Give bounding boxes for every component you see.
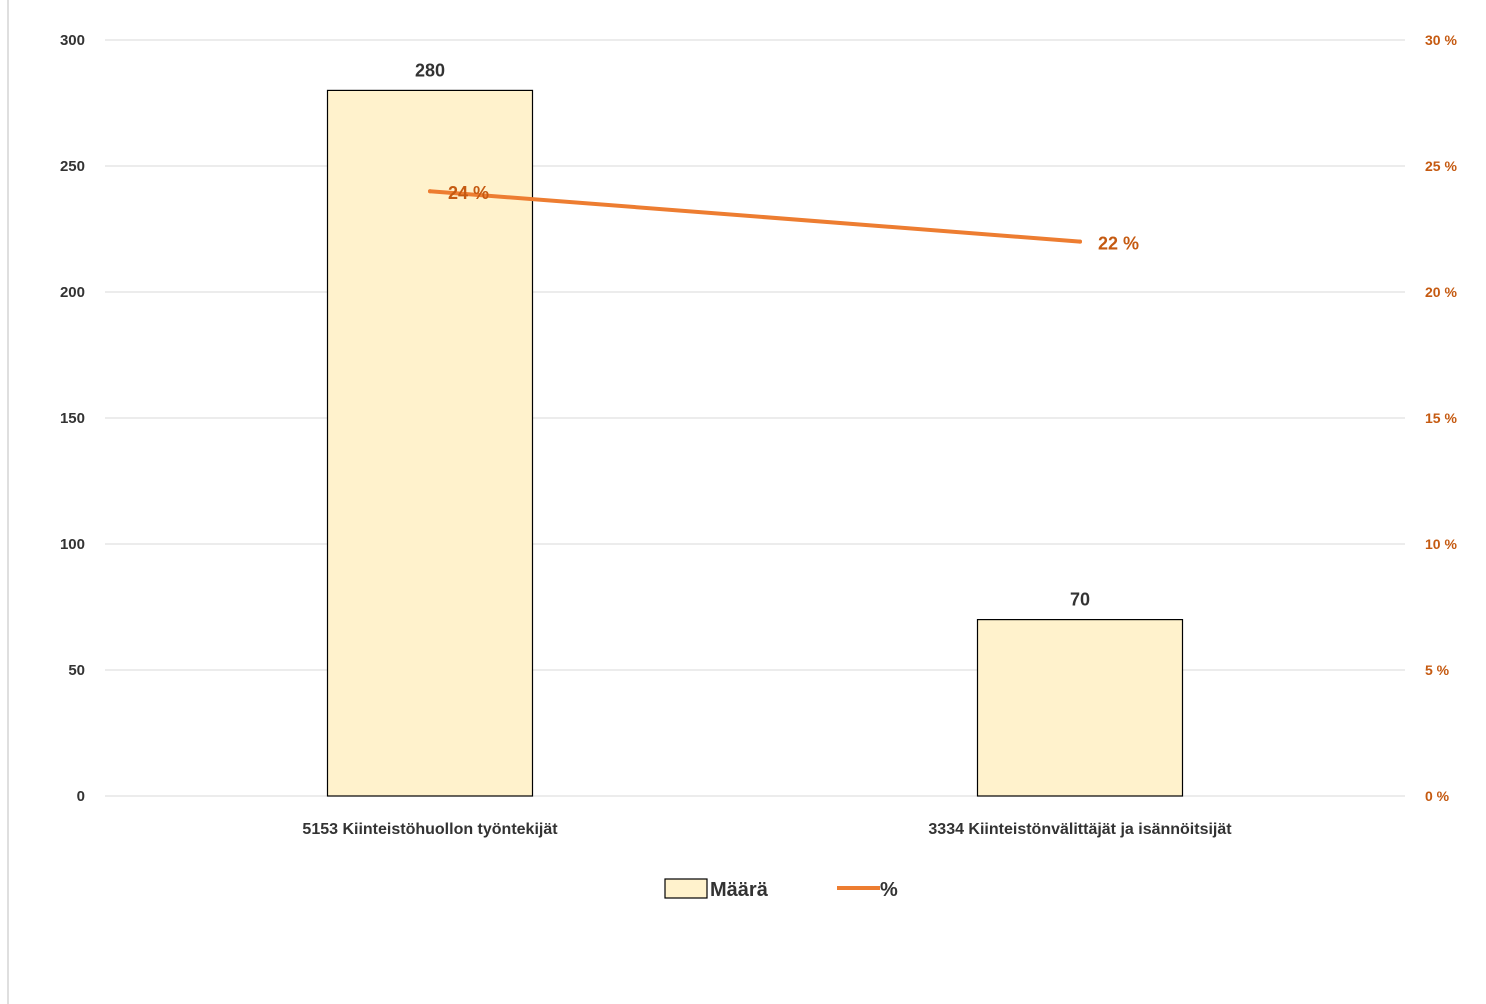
left-tick-label: 50	[68, 662, 85, 679]
line-point	[1078, 239, 1082, 244]
left-tick-label: 100	[60, 536, 85, 553]
right-tick-label: 30 %	[1425, 32, 1457, 48]
left-tick-label: 0	[77, 788, 85, 805]
legend-label-bar: Määrä	[710, 879, 769, 901]
gridlines	[105, 39, 1405, 797]
bar-data-labels: 280 70	[415, 60, 1090, 609]
right-tick-label: 5 %	[1425, 662, 1450, 678]
category-label: 5153 Kiinteistöhuollon työntekijät	[302, 821, 558, 838]
line-point	[428, 189, 432, 194]
line-data-label: 22 %	[1098, 234, 1139, 254]
bar-data-label: 280	[415, 60, 445, 80]
category-label: 3334 Kiinteistönvälittäjät ja isännöitsi…	[928, 821, 1232, 838]
legend-swatch-bar	[664, 878, 708, 899]
left-tick-label: 200	[60, 284, 85, 301]
category-axis: 5153 Kiinteistöhuollon työntekijät 3334 K…	[302, 821, 1232, 838]
bar-series	[326, 89, 1184, 797]
right-tick-label: 0 %	[1425, 788, 1450, 804]
line-data-labels: 24 % 22 %	[448, 183, 1139, 253]
bar-data-label: 70	[1070, 590, 1090, 610]
right-tick-label: 10 %	[1425, 536, 1457, 552]
bar	[976, 618, 1184, 797]
left-tick-label: 300	[60, 32, 85, 49]
right-tick-label: 20 %	[1425, 284, 1457, 300]
line-path	[428, 189, 1082, 244]
left-tick-label: 250	[60, 158, 85, 175]
right-tick-label: 25 %	[1425, 158, 1457, 174]
right-axis: 0 % 5 % 10 % 15 % 20 % 25 % 30 %	[1425, 32, 1457, 804]
legend-label-line: %	[880, 879, 898, 901]
right-tick-label: 15 %	[1425, 410, 1457, 426]
legend: Määrä %	[664, 878, 898, 901]
left-axis: 0 50 100 150 200 250 300	[60, 32, 85, 805]
bar	[326, 89, 534, 797]
line-data-label: 24 %	[448, 183, 489, 203]
line-series	[428, 189, 1082, 244]
left-tick-label: 150	[60, 410, 85, 427]
